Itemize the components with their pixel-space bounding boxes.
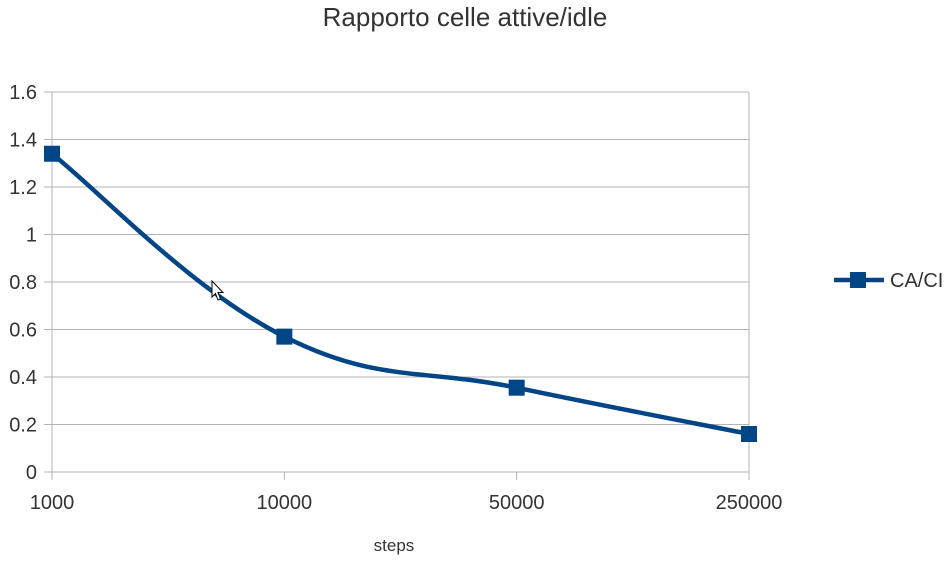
data-point-marker	[44, 145, 60, 162]
y-tick-label: 1.4	[9, 130, 37, 152]
x-tick-label: 50000	[489, 492, 545, 514]
data-point-marker	[276, 328, 293, 345]
x-tick-label: 250000	[716, 492, 783, 514]
y-tick-label: 0.8	[9, 272, 37, 294]
x-tick-labels: 1000 10000 50000 250000	[30, 472, 783, 514]
series-group	[44, 145, 757, 442]
legend-label: CA/CI	[890, 270, 943, 292]
gridlines	[52, 91, 749, 473]
x-tick-label: 10000	[257, 492, 313, 514]
legend-marker	[850, 272, 866, 288]
y-tick-label: 1.6	[9, 82, 37, 104]
chart-title: Rapporto celle attive/idle	[323, 2, 608, 32]
mouse-cursor-icon	[211, 279, 225, 301]
legend: CA/CI	[834, 270, 943, 292]
y-tick-label: 0	[26, 462, 37, 484]
x-tick-label: 1000	[30, 492, 75, 514]
x-axis-title: steps	[374, 536, 415, 555]
y-tick-label: 0.4	[9, 367, 37, 389]
data-point-marker	[508, 379, 525, 396]
y-tick-label: 0.2	[9, 415, 37, 437]
series-line	[49, 151, 752, 437]
y-tick-label: 0.6	[9, 320, 37, 342]
y-tick-label: 1	[26, 225, 37, 247]
data-point-marker	[741, 426, 757, 442]
y-tick-labels: 0 0.2 0.4 0.6 0.8 1 1.2 1.4 1.6	[9, 82, 52, 484]
y-tick-label: 1.2	[9, 177, 37, 199]
